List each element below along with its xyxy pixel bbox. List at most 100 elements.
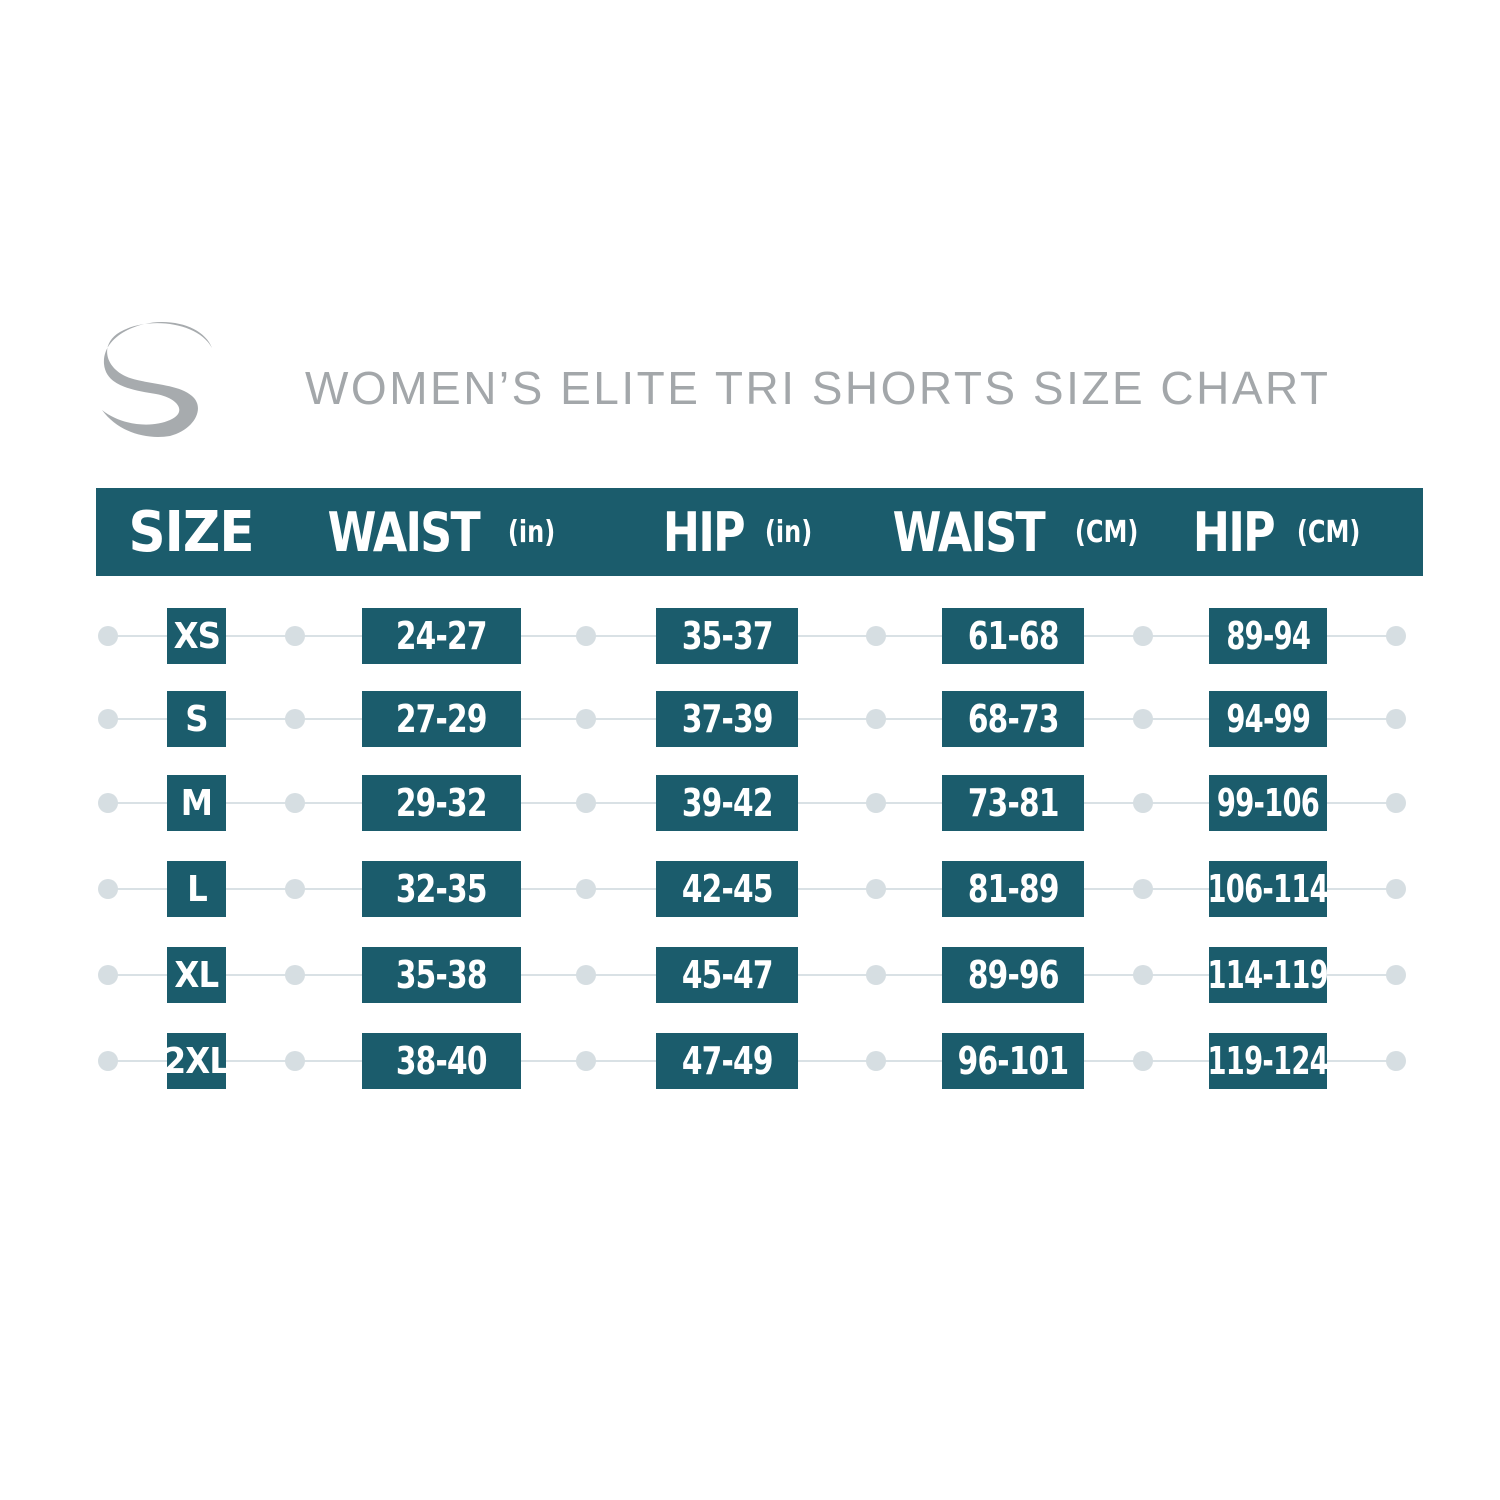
connector-dot — [98, 709, 118, 729]
waist-in-value: 27-29 — [396, 697, 488, 741]
size-value: M — [180, 782, 213, 824]
hip-cm-value: 99-106 — [1216, 781, 1320, 825]
connector-dot — [285, 793, 305, 813]
waist-in-cell: 24-27 — [362, 608, 521, 664]
size-value: XL — [174, 954, 220, 996]
connector-dot — [285, 1051, 305, 1071]
connector-dot — [576, 965, 596, 985]
connector-dot — [98, 793, 118, 813]
connector-dot — [866, 626, 886, 646]
page-title: WOMEN’S ELITE TRI SHORTS SIZE CHART — [305, 362, 1331, 414]
connector-dot — [1386, 626, 1406, 646]
header-hip-cm: HIP (CM) — [1181, 488, 1371, 576]
hip-cm-cell: 89-94 — [1209, 608, 1327, 664]
waist-cm-cell: 81-89 — [942, 861, 1084, 917]
hip-in-value: 47-49 — [681, 1039, 774, 1083]
connector-dot — [1133, 965, 1153, 985]
connector-dot — [98, 879, 118, 899]
header-hip-in-label: HIP — [662, 500, 746, 564]
waist-in-value: 24-27 — [396, 614, 488, 658]
hip-cm-value: 94-99 — [1226, 697, 1311, 741]
connector-dot — [866, 879, 886, 899]
hip-in-value: 45-47 — [681, 953, 774, 997]
connector-dot — [1386, 793, 1406, 813]
hip-cm-value: 106-114 — [1209, 867, 1327, 911]
size-cell: XS — [167, 608, 226, 664]
size-value: 2XL — [167, 1040, 226, 1082]
header-waist-cm: WAIST (CM) — [893, 488, 1138, 576]
waist-in-value: 38-40 — [396, 1039, 488, 1083]
connector-dot — [285, 709, 305, 729]
header-waist-cm-unit: (CM) — [1074, 514, 1139, 550]
size-cell: M — [167, 775, 226, 831]
size-cell: L — [167, 861, 226, 917]
hip-cm-cell: 106-114 — [1209, 861, 1327, 917]
waist-cm-cell: 96-101 — [942, 1033, 1084, 1089]
hip-in-cell: 35-37 — [656, 608, 798, 664]
size-value: XS — [173, 615, 220, 657]
connector-dot — [285, 626, 305, 646]
connector-dot — [1386, 709, 1406, 729]
hip-in-cell: 42-45 — [656, 861, 798, 917]
table-row: XS 24-27 35-37 61-68 89-94 — [0, 608, 1500, 664]
hip-cm-cell: 94-99 — [1209, 691, 1327, 747]
hip-in-cell: 39-42 — [656, 775, 798, 831]
waist-cm-cell: 89-96 — [942, 947, 1084, 1003]
waist-in-cell: 35-38 — [362, 947, 521, 1003]
connector-dot — [866, 709, 886, 729]
header-size: SIZE — [96, 488, 286, 576]
size-cell: S — [167, 691, 226, 747]
connector-dot — [866, 965, 886, 985]
size-value: S — [185, 698, 208, 740]
header-hip-in: HIP (in) — [636, 488, 836, 576]
header-hip-in-unit: (in) — [764, 514, 813, 550]
connector-dot — [1386, 965, 1406, 985]
connector-dot — [866, 793, 886, 813]
hip-in-value: 37-39 — [681, 697, 774, 741]
hip-cm-value: 114-119 — [1209, 953, 1327, 997]
hip-cm-cell: 114-119 — [1209, 947, 1327, 1003]
waist-in-value: 32-35 — [396, 867, 488, 911]
hip-in-cell: 47-49 — [656, 1033, 798, 1089]
hip-in-value: 35-37 — [681, 614, 774, 658]
connector-dot — [98, 965, 118, 985]
connector-dot — [1133, 793, 1153, 813]
connector-dot — [98, 1051, 118, 1071]
size-cell: XL — [167, 947, 226, 1003]
connector-dot — [576, 626, 596, 646]
hip-cm-value: 89-94 — [1226, 614, 1311, 658]
waist-cm-cell: 68-73 — [942, 691, 1084, 747]
header-waist-cm-label: WAIST — [892, 500, 1046, 564]
waist-in-cell: 29-32 — [362, 775, 521, 831]
size-cell: 2XL — [167, 1033, 226, 1089]
connector-dot — [1133, 879, 1153, 899]
connector-dot — [1386, 1051, 1406, 1071]
header-waist-in-label: WAIST — [327, 500, 481, 564]
hip-in-cell: 37-39 — [656, 691, 798, 747]
hip-cm-cell: 119-124 — [1209, 1033, 1327, 1089]
connector-dot — [866, 1051, 886, 1071]
connector-dot — [1133, 626, 1153, 646]
connector-dot — [1133, 709, 1153, 729]
waist-cm-value: 61-68 — [967, 614, 1060, 658]
connector-dot — [576, 1051, 596, 1071]
table-row: M 29-32 39-42 73-81 99-106 — [0, 775, 1500, 831]
hip-in-value: 42-45 — [681, 867, 774, 911]
header-waist-in-unit: (in) — [507, 514, 555, 550]
connector-dot — [98, 626, 118, 646]
waist-in-cell: 32-35 — [362, 861, 521, 917]
waist-cm-value: 73-81 — [967, 781, 1060, 825]
header-size-label: SIZE — [128, 499, 254, 565]
connector-dot — [576, 879, 596, 899]
table-row: 2XL 38-40 47-49 96-101 119-124 — [0, 1033, 1500, 1089]
table-row: L 32-35 42-45 81-89 106-114 — [0, 861, 1500, 917]
connector-dot — [576, 793, 596, 813]
waist-in-cell: 38-40 — [362, 1033, 521, 1089]
connector-dot — [1133, 1051, 1153, 1071]
connector-dot — [1386, 879, 1406, 899]
header-hip-cm-unit: (CM) — [1296, 514, 1361, 550]
waist-cm-value: 96-101 — [957, 1039, 1070, 1083]
waist-cm-cell: 73-81 — [942, 775, 1084, 831]
